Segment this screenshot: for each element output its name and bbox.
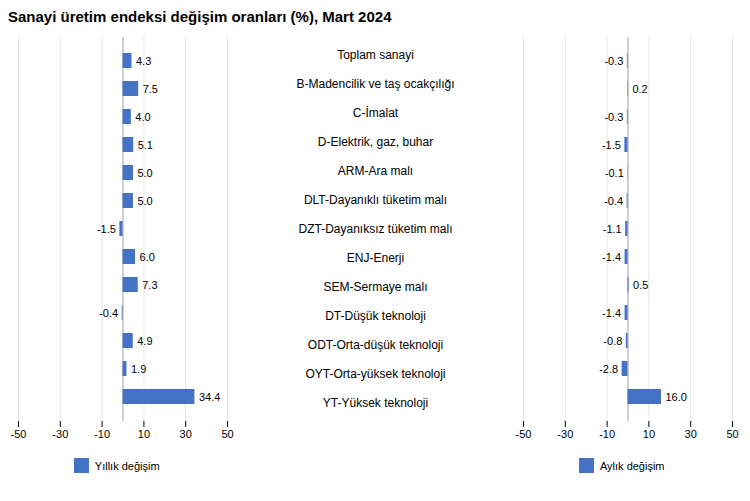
svg-text:7.5: 7.5 (143, 83, 158, 95)
svg-text:-10: -10 (94, 428, 110, 440)
svg-text:5.0: 5.0 (137, 167, 152, 179)
html-text:Aylık değişim: Aylık değişim (599, 459, 665, 472)
svg-text:34.4: 34.4 (199, 391, 220, 403)
svg-text:5.1: 5.1 (138, 139, 153, 151)
svg-text:OYT-Orta-yüksek teknoloji: OYT-Orta-yüksek teknoloji (305, 367, 445, 381)
svg-text:4.0: 4.0 (135, 111, 150, 123)
html-text:Yıllık değişim: Yıllık değişim (94, 459, 160, 472)
svg-text:-1.4: -1.4 (602, 251, 621, 263)
svg-text:-1.4: -1.4 (602, 307, 621, 319)
svg-text:B-Madencilik ve taş ocakçılığı: B-Madencilik ve taş ocakçılığı (296, 77, 454, 91)
svg-text:-50: -50 (516, 428, 532, 440)
svg-text:DLT-Dayanıklı tüketim malı: DLT-Dayanıklı tüketim malı (304, 193, 447, 207)
svg-text:16.0: 16.0 (665, 391, 686, 403)
svg-text:30: 30 (685, 428, 697, 440)
svg-text:-0.4: -0.4 (99, 307, 118, 319)
svg-text:0.5: 0.5 (633, 279, 648, 291)
svg-text:-1.5: -1.5 (97, 223, 116, 235)
svg-text:DT-Düşük teknoloji: DT-Düşük teknoloji (325, 309, 426, 323)
svg-text:Toplam sanayi: Toplam sanayi (337, 48, 414, 62)
svg-text:1.9: 1.9 (131, 363, 146, 375)
svg-text:ENJ-Enerji: ENJ-Enerji (347, 251, 404, 265)
svg-text:-30: -30 (52, 428, 68, 440)
html-text:Sanayi üretim endeksi değişim: Sanayi üretim endeksi değişim oranları (… (8, 8, 392, 25)
svg-text:50: 50 (221, 428, 233, 440)
svg-text:0.2: 0.2 (632, 83, 647, 95)
svg-text:-0.3: -0.3 (604, 111, 623, 123)
svg-text:-0.4: -0.4 (604, 195, 623, 207)
svg-text:DZT-Dayanıksız tüketim malı: DZT-Dayanıksız tüketim malı (298, 222, 452, 236)
svg-text:-1.1: -1.1 (603, 223, 622, 235)
svg-text:6.0: 6.0 (140, 251, 155, 263)
svg-text:10: 10 (643, 428, 655, 440)
svg-text:ARM-Ara malı: ARM-Ara malı (338, 164, 413, 178)
svg-text:-0.8: -0.8 (603, 335, 622, 347)
svg-text:10: 10 (138, 428, 150, 440)
svg-text:D-Elektrik, gaz, buhar: D-Elektrik, gaz, buhar (318, 135, 433, 149)
svg-text:-1.5: -1.5 (602, 139, 621, 151)
svg-text:-2.8: -2.8 (599, 363, 618, 375)
svg-text:-50: -50 (11, 428, 27, 440)
svg-text:50: 50 (726, 428, 738, 440)
svg-text:7.3: 7.3 (142, 279, 157, 291)
svg-text:-30: -30 (557, 428, 573, 440)
svg-text:SEM-Sermaye malı: SEM-Sermaye malı (323, 280, 427, 294)
svg-text:5.0: 5.0 (137, 195, 152, 207)
svg-text:-10: -10 (599, 428, 615, 440)
svg-text:ODT-Orta-düşük teknoloji: ODT-Orta-düşük teknoloji (308, 338, 443, 352)
svg-text:4.9: 4.9 (137, 335, 152, 347)
svg-text:-0.1: -0.1 (605, 167, 624, 179)
svg-text:30: 30 (180, 428, 192, 440)
svg-text:C-İmalat: C-İmalat (353, 106, 399, 120)
svg-text:YT-Yüksek teknoloji: YT-Yüksek teknoloji (323, 396, 428, 410)
svg-text:-0.3: -0.3 (604, 55, 623, 67)
svg-text:4.3: 4.3 (136, 55, 151, 67)
